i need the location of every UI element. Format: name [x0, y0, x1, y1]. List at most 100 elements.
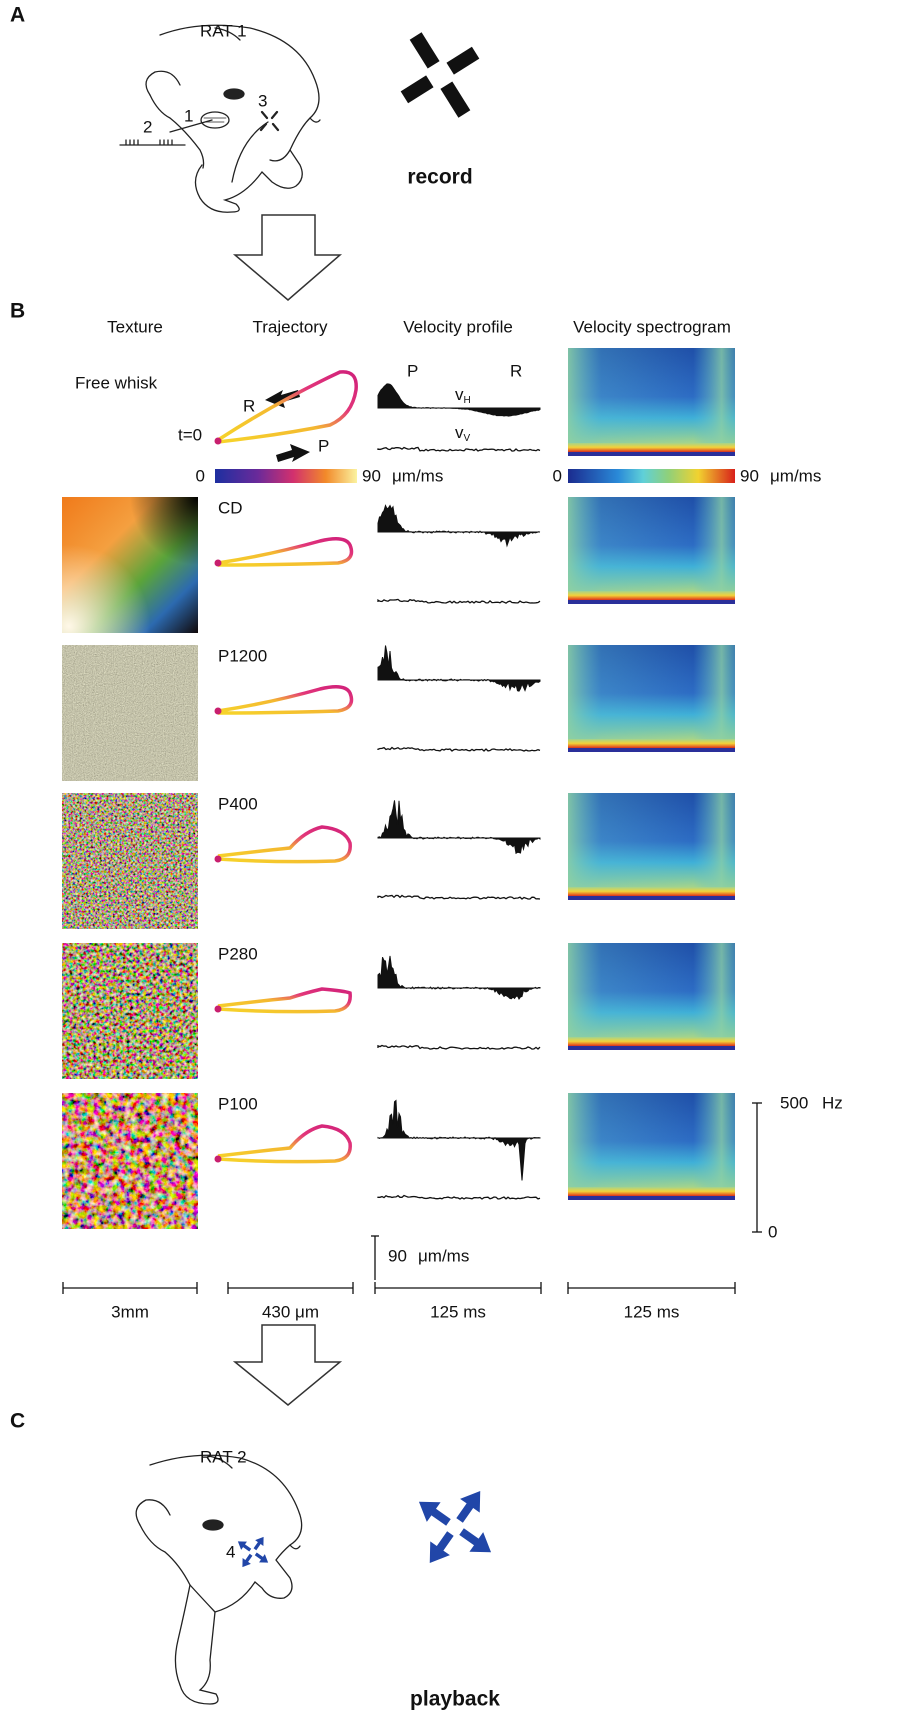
direction-arrows [265, 390, 310, 462]
spectrogram-shading [568, 793, 735, 887]
trajectory [218, 687, 352, 713]
stimulus-icon [412, 1484, 498, 1570]
trajectory [218, 372, 356, 442]
trajectory-start [215, 1006, 222, 1013]
whisker-cross-icon [380, 14, 500, 137]
scale-bar [568, 1282, 735, 1294]
free-whisk-row [215, 348, 736, 456]
trajectory-start [215, 856, 222, 863]
scale-bar [63, 1282, 197, 1294]
spectrogram-shading [568, 943, 735, 1037]
velocity-trace-horizontal [378, 800, 540, 853]
texture-row: CD [62, 497, 735, 633]
texture-image [62, 645, 198, 781]
playback-caption: playback [410, 1688, 500, 1711]
texture-image [62, 793, 198, 929]
texture-label: P100 [218, 1094, 258, 1113]
spectrogram-axis-top: 500 [780, 1093, 808, 1112]
colorbar-min: 0 [196, 466, 205, 485]
spectrogram-axis-unit: Hz [822, 1093, 843, 1112]
velocity-peak-label: R [510, 361, 522, 380]
panel-label: A [10, 4, 25, 27]
down-arrow [235, 1325, 340, 1405]
velocity-trace-vertical [378, 448, 540, 452]
texture-label: CD [218, 498, 243, 517]
colorbar-max: 90 [362, 466, 381, 485]
down-arrow [235, 215, 340, 300]
velocity-trace-horizontal [378, 1101, 540, 1181]
vv-subscript: V [464, 433, 471, 444]
texture-label: P400 [218, 794, 258, 813]
panel-label: C [10, 1410, 25, 1433]
spectrogram-axis [752, 1103, 762, 1232]
vh-label: vH [455, 385, 471, 405]
trajectory-start [215, 708, 222, 715]
column-header: Velocity profile [403, 317, 513, 336]
colorbar [215, 469, 357, 483]
texture-image [62, 943, 198, 1079]
vh-subscript: H [464, 395, 471, 406]
texture-label: P280 [218, 944, 258, 963]
spectrogram-shading [568, 497, 735, 591]
retraction-label: R [243, 396, 255, 415]
record-caption: record [407, 166, 472, 189]
electrode-label: 1 [184, 106, 193, 125]
texture-row: P1200 [62, 645, 735, 781]
spectrogram-axis-bottom: 0 [768, 1222, 777, 1241]
recording-label: 2 [143, 117, 152, 136]
texture-row: P100 [62, 1093, 735, 1229]
row-label: Free whisk [75, 373, 158, 392]
column-header: Trajectory [253, 317, 328, 336]
panel-label: B [10, 300, 25, 323]
column-header: Texture [107, 317, 163, 336]
spectrogram-shading [568, 645, 735, 739]
velocity-trace-vertical [378, 599, 540, 603]
velocity-trace-vertical [378, 895, 540, 899]
texture-image [62, 1093, 198, 1229]
column-header: Velocity spectrogram [573, 317, 731, 336]
velocity-scale-bar [371, 1236, 379, 1280]
small-stimulus-icon [235, 1534, 271, 1570]
vv-label: vV [455, 423, 471, 443]
spectrogram-shading [568, 1093, 735, 1187]
rat-label: RAT 1 [200, 21, 247, 40]
trajectory-start [215, 560, 222, 567]
texture-label: P1200 [218, 646, 267, 665]
spectrogram-shading [568, 348, 735, 443]
scale-bar-label: 125 ms [430, 1302, 486, 1321]
trajectory [218, 539, 352, 565]
trajectory [218, 1126, 350, 1162]
velocity-peak-label: P [407, 361, 418, 380]
trajectory [218, 989, 350, 1012]
colorbar-unit: μm/ms [770, 466, 821, 485]
trajectory-start [215, 1156, 222, 1163]
scale-bar-label: 125 ms [624, 1302, 680, 1321]
rat-2-drawing [136, 1455, 301, 1704]
texture-shadow [62, 497, 198, 633]
rat-label: RAT 2 [200, 1447, 247, 1466]
colorbar-max: 90 [740, 466, 759, 485]
velocity-trace-vertical [378, 1046, 540, 1050]
stimulator-label: 4 [226, 1542, 235, 1561]
scale-bar [228, 1282, 353, 1294]
velocity-trace-horizontal [378, 646, 540, 692]
scale-bar-label: 3mm [111, 1302, 149, 1321]
scale-bar [375, 1282, 541, 1294]
velocity-trace-vertical [378, 748, 540, 752]
velocity-trace-horizontal [378, 506, 540, 546]
colorbar [568, 469, 735, 483]
figure: A RAT 1 1 2 3 record B Texture Trajector… [0, 0, 917, 1717]
whisker-label: 3 [258, 91, 267, 110]
texture-row: P400 [62, 793, 735, 929]
trajectory-start [215, 438, 222, 445]
colorbar-min: 0 [553, 466, 562, 485]
scale-bar-label: 430 μm [262, 1302, 319, 1321]
velocity-scale-unit: μm/ms [418, 1246, 469, 1265]
start-label: t=0 [178, 425, 202, 444]
trajectory [218, 827, 350, 862]
velocity-trace-vertical [378, 1196, 540, 1200]
texture-row: P280 [62, 943, 735, 1079]
velocity-scale-value: 90 [388, 1246, 407, 1265]
colorbar-unit: μm/ms [392, 466, 443, 485]
protraction-label: P [318, 436, 329, 455]
